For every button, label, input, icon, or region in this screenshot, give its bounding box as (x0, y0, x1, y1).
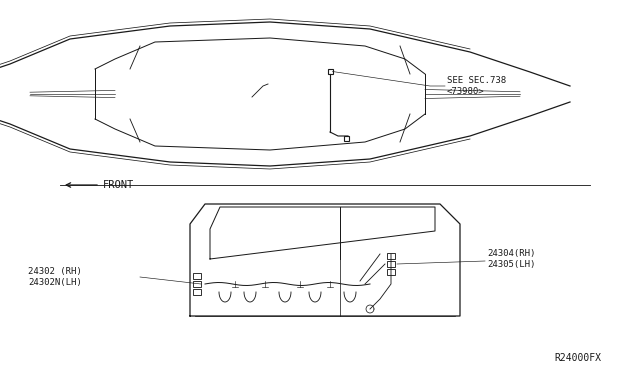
Text: 24304(RH)
24305(LH): 24304(RH) 24305(LH) (487, 248, 536, 269)
Bar (387, 253, 395, 259)
Bar (328, 69, 333, 74)
Bar (387, 269, 395, 275)
Text: FRONT: FRONT (103, 180, 134, 190)
Bar (387, 261, 395, 267)
Text: 24302 (RH)
24302N(LH): 24302 (RH) 24302N(LH) (28, 267, 82, 288)
Bar (193, 273, 201, 279)
Bar (193, 289, 201, 295)
Bar (344, 136, 349, 141)
Bar (193, 281, 201, 287)
Text: R24000FX: R24000FX (554, 353, 602, 363)
Text: SEE SEC.738
<73980>: SEE SEC.738 <73980> (447, 76, 506, 96)
